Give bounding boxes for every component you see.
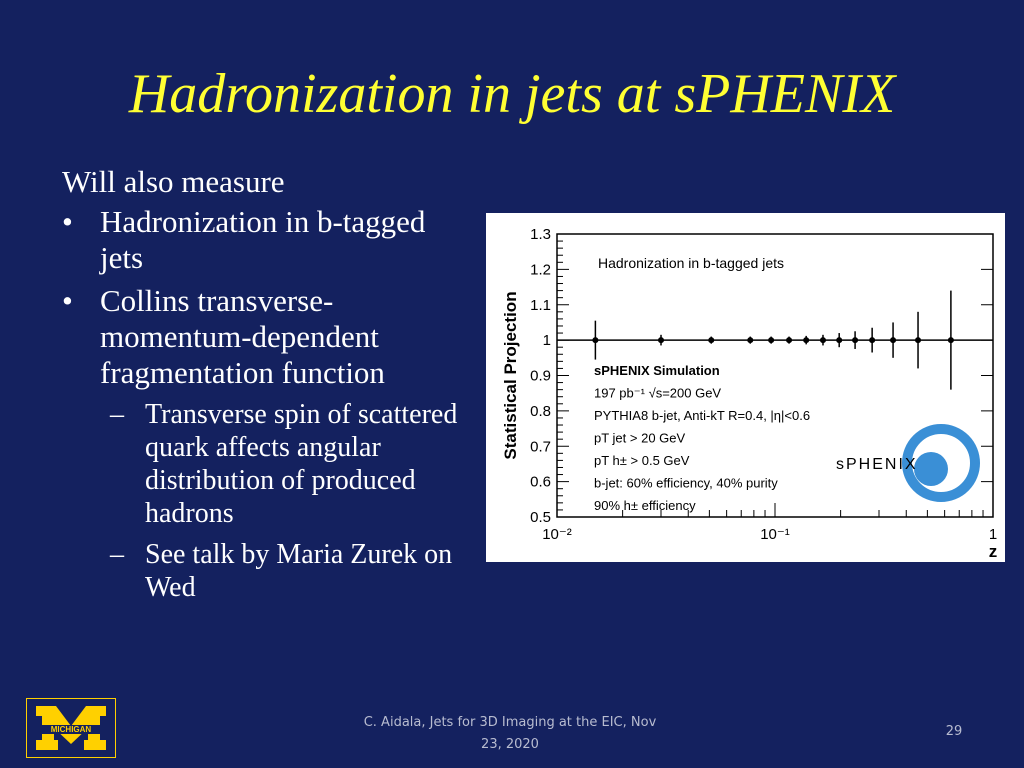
bullet-item: Will also measure [62,164,462,200]
annotation: b-jet: 60% efficiency, 40% purity [594,476,778,491]
data-point [852,337,859,344]
bullet-item: • Collins transverse-momentum-dependent f… [62,283,455,391]
data-point [803,337,810,344]
bullet-symbol: – [110,539,124,570]
annotation: sPHENIX Simulation [594,363,720,378]
logo-ring [902,424,980,502]
y-tick-label: 1.2 [530,261,551,278]
page-number: 29 [945,724,963,739]
bullet-symbol: • [62,283,73,318]
data-point [768,337,775,344]
data-point [836,337,843,344]
bullet-text: Transverse spin of scattered quark affec… [145,399,458,529]
bullet-text: Hadronization in b-tagged jets [100,204,426,275]
data-point [747,337,754,344]
y-tick-label: 1.1 [530,297,551,314]
y-tick-label: 0.6 [530,474,551,491]
annotation: pT h± > 0.5 GeV [594,453,690,468]
figure-background [486,213,1005,562]
bullet-item: • Hadronization in b-tagged jets [62,204,455,276]
bullet-text: See talk by Maria Zurek on Wed [145,539,453,603]
y-tick-label: 0.9 [530,368,551,385]
data-point [708,337,715,344]
data-point [915,337,922,344]
annotation: 197 pb⁻¹ √s=200 GeV [594,386,721,401]
x-axis-label: z [989,542,998,561]
bullet-text: Collins transverse-momentum-dependent fr… [100,283,385,390]
y-tick-label: 0.8 [530,403,551,420]
bullet-symbol: – [110,399,124,430]
annotation: 90% h± efficiency [594,498,696,513]
logo-text: sPHENIX [836,456,918,473]
bullet-item: – Transverse spin of scattered quark affe… [62,398,465,530]
footer-citation: C. Aidala, Jets for 3D Imaging at the EI… [363,715,657,752]
logo-band [36,725,106,734]
data-point [658,337,665,344]
y-tick-label: 0.7 [530,438,551,455]
bullet-item: – See talk by Maria Zurek on Wed [62,538,465,604]
y-tick-label: 1.3 [530,226,551,243]
data-point [819,337,826,344]
annotation: PYTHIA8 b-jet, Anti-kT R=0.4, |η|<0.6 [594,408,810,423]
data-point [947,337,954,344]
plot-title: Hadronization in b-tagged jets [598,255,784,271]
data-point [592,337,599,344]
y-axis-label: Statistical Projection [501,291,520,459]
x-tick-label: 10⁻¹ [760,526,790,543]
data-point [869,337,876,344]
slide-body: Will also measure • Hadronization in b-tag… [62,164,462,612]
slide-title: Hadronization in jets at sPHENIX [128,63,896,125]
logo-text: MICHIGAN [51,725,92,734]
annotation: pT jet > 20 GeV [594,431,686,446]
chart: 0.5 0.6 0.7 0.8 0.9 1 1.1 1.2 1.3 10⁻² 10⁻¹ 1 Statis… [486,213,1005,562]
logo: MICHIGAN [26,698,116,758]
bullet-text: Will also measure [62,164,285,199]
y-tick-label: 0.5 [530,509,551,526]
data-point [786,337,793,344]
bullet-symbol: • [62,204,73,239]
x-tick-label: 10⁻² [542,526,572,543]
logo-core [914,452,948,486]
y-tick-label: 1 [543,332,551,349]
x-tick-label: 1 [989,526,997,543]
data-point [890,337,897,344]
